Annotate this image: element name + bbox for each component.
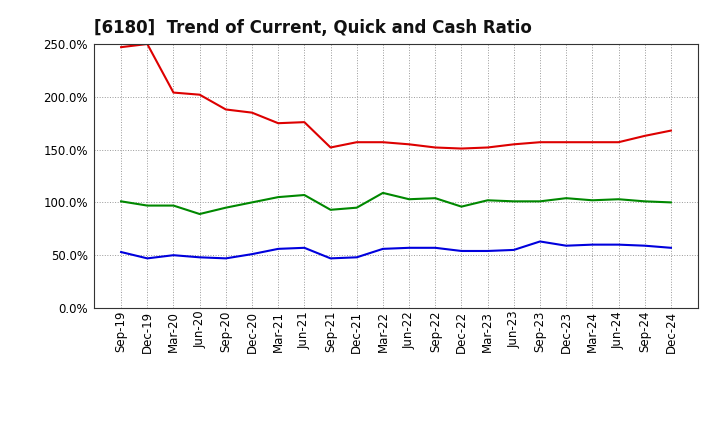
Cash Ratio (562, 243, 570, 248)
Current Ratio (326, 145, 335, 150)
Cash Ratio (431, 245, 440, 250)
Cash Ratio (614, 242, 623, 247)
Current Ratio (143, 41, 152, 47)
Quick Ratio (640, 199, 649, 204)
Current Ratio (300, 120, 309, 125)
Current Ratio (195, 92, 204, 97)
Cash Ratio (117, 249, 125, 255)
Cash Ratio (274, 246, 282, 252)
Quick Ratio (274, 194, 282, 200)
Current Ratio (222, 107, 230, 112)
Quick Ratio (405, 197, 413, 202)
Line: Quick Ratio: Quick Ratio (121, 193, 671, 214)
Cash Ratio (143, 256, 152, 261)
Cash Ratio (300, 245, 309, 250)
Current Ratio (457, 146, 466, 151)
Cash Ratio (195, 255, 204, 260)
Current Ratio (562, 139, 570, 145)
Line: Cash Ratio: Cash Ratio (121, 242, 671, 258)
Current Ratio (588, 139, 597, 145)
Cash Ratio (248, 252, 256, 257)
Quick Ratio (614, 197, 623, 202)
Current Ratio (274, 121, 282, 126)
Current Ratio (483, 145, 492, 150)
Quick Ratio (536, 199, 544, 204)
Line: Current Ratio: Current Ratio (121, 44, 671, 149)
Quick Ratio (562, 195, 570, 201)
Quick Ratio (483, 198, 492, 203)
Current Ratio (379, 139, 387, 145)
Cash Ratio (536, 239, 544, 244)
Quick Ratio (379, 190, 387, 195)
Current Ratio (117, 44, 125, 50)
Cash Ratio (352, 255, 361, 260)
Quick Ratio (352, 205, 361, 210)
Cash Ratio (405, 245, 413, 250)
Cash Ratio (222, 256, 230, 261)
Cash Ratio (667, 245, 675, 250)
Quick Ratio (510, 199, 518, 204)
Quick Ratio (117, 199, 125, 204)
Current Ratio (248, 110, 256, 115)
Cash Ratio (640, 243, 649, 248)
Cash Ratio (588, 242, 597, 247)
Current Ratio (169, 90, 178, 95)
Current Ratio (667, 128, 675, 133)
Cash Ratio (326, 256, 335, 261)
Current Ratio (510, 142, 518, 147)
Quick Ratio (588, 198, 597, 203)
Current Ratio (405, 142, 413, 147)
Cash Ratio (457, 248, 466, 253)
Current Ratio (431, 145, 440, 150)
Quick Ratio (222, 205, 230, 210)
Quick Ratio (169, 203, 178, 208)
Quick Ratio (457, 204, 466, 209)
Quick Ratio (195, 211, 204, 216)
Cash Ratio (510, 247, 518, 253)
Current Ratio (640, 133, 649, 139)
Text: [6180]  Trend of Current, Quick and Cash Ratio: [6180] Trend of Current, Quick and Cash … (94, 19, 531, 37)
Quick Ratio (431, 195, 440, 201)
Current Ratio (352, 139, 361, 145)
Cash Ratio (379, 246, 387, 252)
Quick Ratio (300, 192, 309, 198)
Current Ratio (536, 139, 544, 145)
Quick Ratio (326, 207, 335, 213)
Cash Ratio (169, 253, 178, 258)
Quick Ratio (143, 203, 152, 208)
Cash Ratio (483, 248, 492, 253)
Current Ratio (614, 139, 623, 145)
Quick Ratio (248, 200, 256, 205)
Quick Ratio (667, 200, 675, 205)
